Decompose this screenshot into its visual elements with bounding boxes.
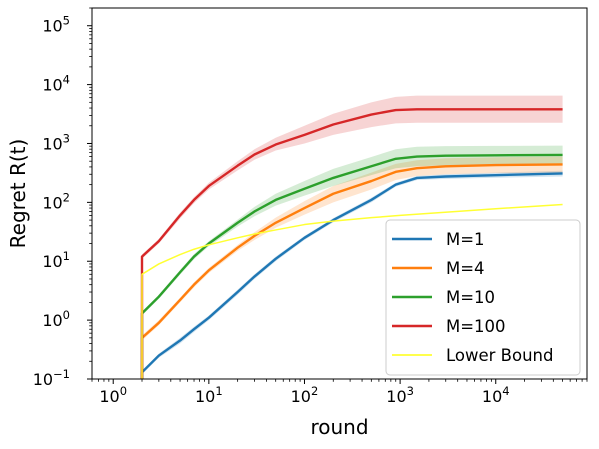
legend-box	[385, 219, 581, 376]
y-tick-label: 100	[42, 308, 70, 330]
legend-label: M=4	[446, 259, 485, 278]
x-tick-label: 101	[195, 384, 223, 406]
x-tick-label: 100	[99, 384, 127, 406]
y-tick-label: 102	[42, 190, 70, 212]
legend-label: M=10	[446, 288, 495, 307]
line-lower-bound	[141, 203, 563, 379]
y-tick-label: 103	[42, 131, 70, 153]
x-tick-label: 102	[291, 384, 319, 406]
y-tick-label: 104	[42, 73, 70, 95]
line-m-10	[140, 153, 563, 379]
y-axis-label: Regret R(t)	[6, 139, 30, 249]
band-m-4	[142, 156, 563, 341]
legend-label: M=1	[446, 230, 485, 249]
line-m-1	[140, 172, 563, 379]
legend-label: M=100	[446, 317, 506, 336]
y-tick-label: 101	[42, 249, 70, 271]
x-axis-label: round	[310, 415, 368, 439]
legend: M=1 M=4 M=10 M=100 Lower Bound	[385, 219, 581, 376]
x-tick-label: 103	[386, 384, 414, 406]
line-m-100	[140, 108, 563, 379]
y-tick-label: 105	[42, 14, 70, 36]
band-m-1	[142, 170, 563, 375]
line-m-4	[140, 163, 563, 379]
legend-label: Lower Bound	[446, 346, 553, 365]
y-tick-label: 10−1	[33, 367, 70, 389]
plot-frame	[91, 7, 588, 380]
band-m-100	[142, 95, 563, 259]
x-tick-label: 104	[482, 384, 510, 406]
